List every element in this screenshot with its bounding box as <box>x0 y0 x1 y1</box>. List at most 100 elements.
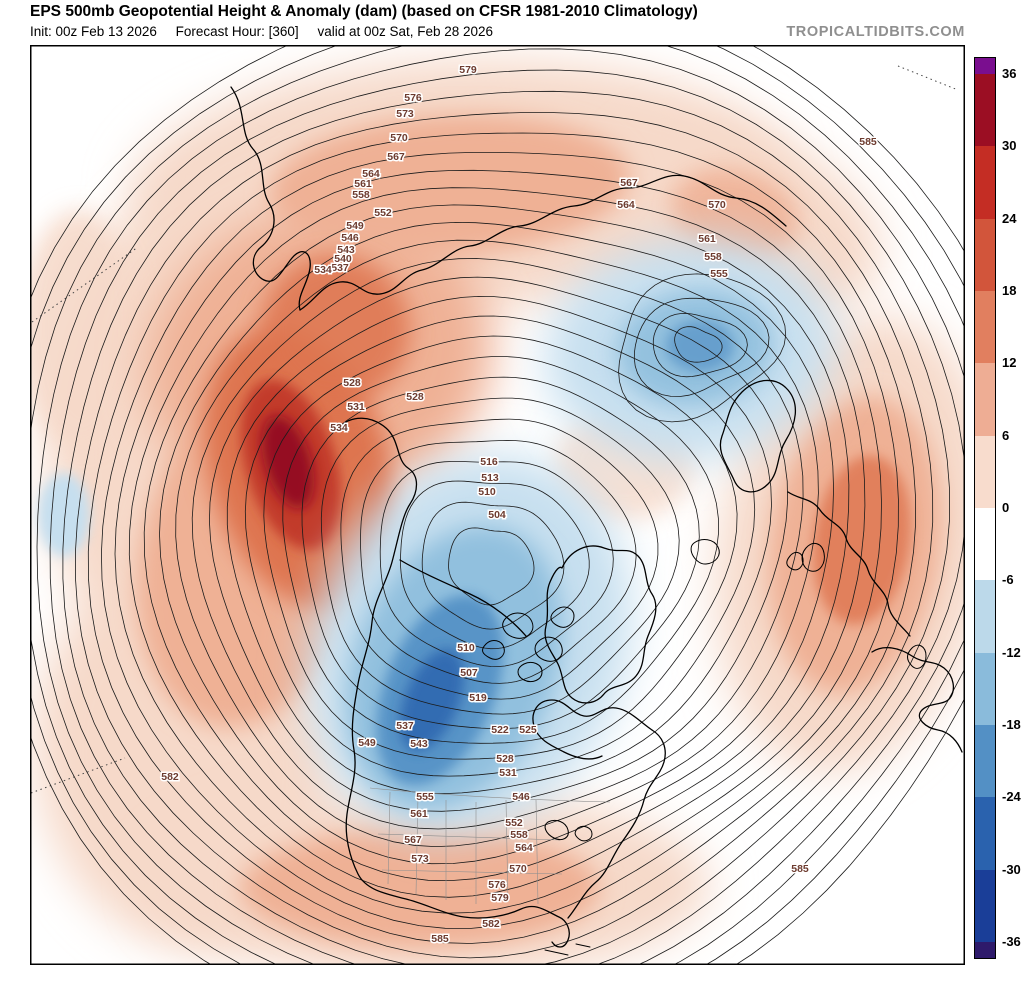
contour-label: 564 <box>515 842 533 854</box>
height-contours-layer <box>30 45 965 965</box>
contour-label: 567 <box>620 177 638 189</box>
contour-label: 537 <box>396 720 414 732</box>
colorbar-tick-label: 0 <box>1002 500 1010 515</box>
colorbar-tick-label: -12 <box>1002 644 1021 660</box>
contour-label: 579 <box>459 64 477 76</box>
coastline-north-america-east <box>567 729 666 919</box>
colorbar-segment <box>975 74 995 147</box>
init-time: Init: 00z Feb 13 2026 <box>30 24 157 39</box>
contour-label: 540 <box>334 253 352 265</box>
contour-label: 537 <box>331 262 349 274</box>
colorbar: 36 30 24 18 12 6 0 -6 -12 -18 -24 -30 -36 <box>974 57 1024 959</box>
colorbar-segment <box>975 146 995 219</box>
contour-label: 558 <box>352 189 370 201</box>
contour-label: 549 <box>358 737 376 749</box>
height-contour <box>87 132 917 944</box>
contour-label: 561 <box>698 233 716 245</box>
anomaly-shading-blob <box>671 168 799 262</box>
height-contour <box>448 527 535 606</box>
coastline-siberia-arctic <box>299 174 787 311</box>
valid-time: valid at 00z Sat, Feb 28 2026 <box>317 24 494 39</box>
height-contour <box>633 297 770 397</box>
height-contour <box>114 169 882 914</box>
contour-label: 528 <box>496 753 514 765</box>
state-borders-layer <box>369 787 611 905</box>
contour-label: 570 <box>708 199 726 211</box>
anomaly-shading-blob <box>399 648 465 752</box>
contour-label: 573 <box>396 108 414 120</box>
contour-label: 507 <box>460 667 478 679</box>
colorbar-tick-label: -6 <box>1002 572 1014 588</box>
coastline-north-america-west <box>337 417 570 948</box>
height-contour <box>49 69 965 965</box>
anomaly-shading-layer <box>30 59 965 965</box>
height-contour <box>652 312 748 378</box>
colorbar-tick-label: 12 <box>1002 355 1017 371</box>
coastline-iceland <box>690 539 720 565</box>
contour-label: 555 <box>416 791 434 803</box>
map-frame <box>30 45 965 965</box>
contour-label: 585 <box>859 136 877 148</box>
coastline-ireland <box>786 551 804 571</box>
contour-label: 576 <box>404 92 422 104</box>
contour-label: 570 <box>509 863 527 875</box>
contour-label: 528 <box>343 377 361 389</box>
height-contour <box>674 326 723 363</box>
height-contour <box>618 273 787 423</box>
coastline-cuba <box>544 949 569 956</box>
height-contour <box>320 397 680 715</box>
coastline-britain <box>801 542 825 572</box>
colorbar-segment <box>975 652 995 725</box>
colorbar-tick-label: -24 <box>1002 789 1021 805</box>
coastline-arctic-island <box>517 661 543 683</box>
height-contour <box>282 356 719 744</box>
contour-label: 552 <box>505 817 523 829</box>
contour-label: 522 <box>491 724 509 736</box>
height-contour <box>30 45 965 965</box>
coastline-great-lakes <box>574 825 593 842</box>
colorbar-tick-label: 24 <box>1002 210 1017 226</box>
anomaly-shading-blob <box>666 320 734 372</box>
coastline-bahamas <box>575 943 591 948</box>
height-contour <box>36 48 965 965</box>
contour-label: 543 <box>337 244 355 256</box>
contour-label: 546 <box>512 791 530 803</box>
colorbar-segment <box>975 363 995 436</box>
contour-label: 576 <box>488 879 506 891</box>
contour-label: 546 <box>341 232 359 244</box>
anomaly-shading-blob <box>261 415 315 509</box>
anomaly-shading-blob <box>30 210 140 450</box>
height-contour <box>360 439 637 684</box>
colorbar-segment <box>975 869 995 942</box>
coastline-arctic-island <box>534 636 563 662</box>
anomaly-shading-blob <box>813 455 911 625</box>
coastline-great-lakes <box>544 819 569 841</box>
height-contour <box>191 258 804 830</box>
map-canvas: 5795765735705675645615585525495465435405… <box>30 45 965 965</box>
contour-label: 555 <box>710 268 728 280</box>
colorbar-scale <box>974 57 996 959</box>
colorbar-segment <box>975 218 995 291</box>
contour-label: 564 <box>362 168 380 180</box>
site-watermark: TROPICALTIDBITS.COM <box>786 24 965 40</box>
contour-label: 510 <box>478 486 496 498</box>
contour-label: 549 <box>346 220 364 232</box>
contour-label: 579 <box>491 892 509 904</box>
chart-title: EPS 500mb Geopotential Height & Anomaly … <box>30 3 698 20</box>
colorbar-segment <box>975 941 995 958</box>
colorbar-segment <box>975 580 995 653</box>
colorbar-segment <box>975 797 995 870</box>
height-contour <box>379 461 614 668</box>
colorbar-tick-label: -30 <box>1002 861 1021 877</box>
contour-label: 567 <box>404 834 422 846</box>
colorbar-tick-label: -18 <box>1002 717 1021 732</box>
coastline-greenland <box>544 545 657 704</box>
colorbar-tick-label: -36 <box>1002 934 1021 949</box>
colorbar-segment <box>975 290 995 364</box>
contour-label: 585 <box>431 933 449 945</box>
height-contour <box>143 204 850 882</box>
contour-label: 531 <box>347 401 365 413</box>
contour-label: 519 <box>469 692 487 704</box>
colorbar-tick-label: 30 <box>1002 138 1017 154</box>
